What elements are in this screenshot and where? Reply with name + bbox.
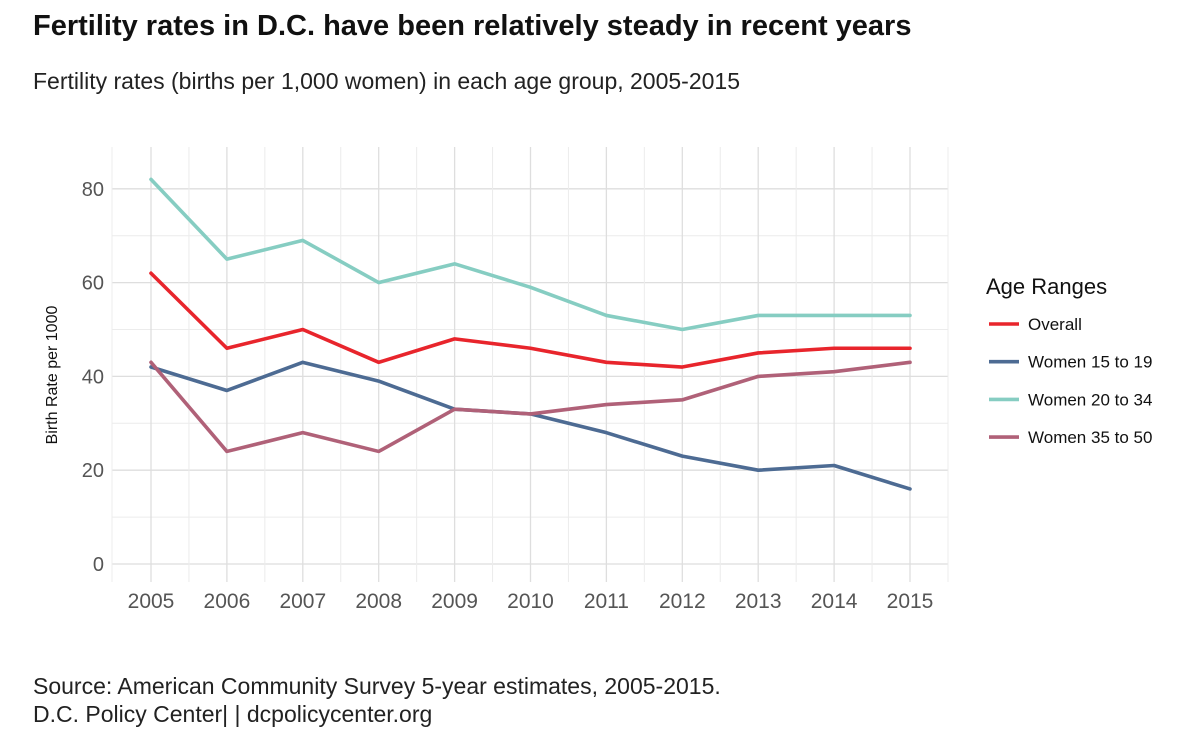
y-tick-label: 40: [82, 366, 104, 388]
y-axis-label: Birth Rate per 1000: [44, 306, 61, 445]
y-tick-label: 20: [82, 460, 104, 482]
x-tick-label: 2010: [507, 590, 554, 613]
legend-label: Women 20 to 34: [1028, 390, 1152, 409]
legend-label: Women 35 to 50: [1028, 428, 1152, 447]
legend-title: Age Ranges: [986, 274, 1107, 299]
series-lines: [149, 177, 912, 491]
series-line-4: [149, 360, 912, 454]
x-tick-label: 2009: [431, 590, 478, 613]
x-tick-label: 2005: [128, 590, 175, 613]
x-tick-label: 2015: [887, 590, 934, 613]
legend-label: Overall: [1028, 315, 1082, 334]
source-note: Source: American Community Survey 5-year…: [33, 672, 721, 728]
x-axis-ticks: 2005 2006 2007 2008 2009 2010 2011 2012 2013 2014…: [128, 590, 934, 613]
y-tick-label: 80: [82, 179, 104, 201]
x-tick-label: 2006: [204, 590, 251, 613]
x-tick-label: 2013: [735, 590, 782, 613]
x-tick-label: 2012: [659, 590, 706, 613]
credit-line: D.C. Policy Center| | dcpolicycenter.org: [33, 701, 433, 727]
x-tick-label: 2007: [279, 590, 326, 613]
chart-subtitle: Fertility rates (births per 1,000 women)…: [33, 68, 741, 94]
y-axis-ticks: 0 20 40 60 80: [82, 179, 104, 576]
y-tick-label: 0: [93, 554, 104, 576]
grid-lines: [111, 147, 949, 582]
x-tick-label: 2008: [355, 590, 402, 613]
legend: Age Ranges Overall Women 15 to 19 Women 20…: [986, 274, 1152, 447]
source-line: Source: American Community Survey 5-year…: [33, 673, 721, 699]
legend-label: Women 15 to 19: [1028, 353, 1152, 372]
chart-title: Fertility rates in D.C. have been relati…: [33, 10, 912, 42]
x-tick-label: 2011: [584, 590, 629, 613]
series-line-3: [149, 177, 912, 332]
series-line-1: [149, 271, 912, 369]
x-tick-label: 2014: [811, 590, 858, 613]
y-tick-label: 60: [82, 273, 104, 295]
